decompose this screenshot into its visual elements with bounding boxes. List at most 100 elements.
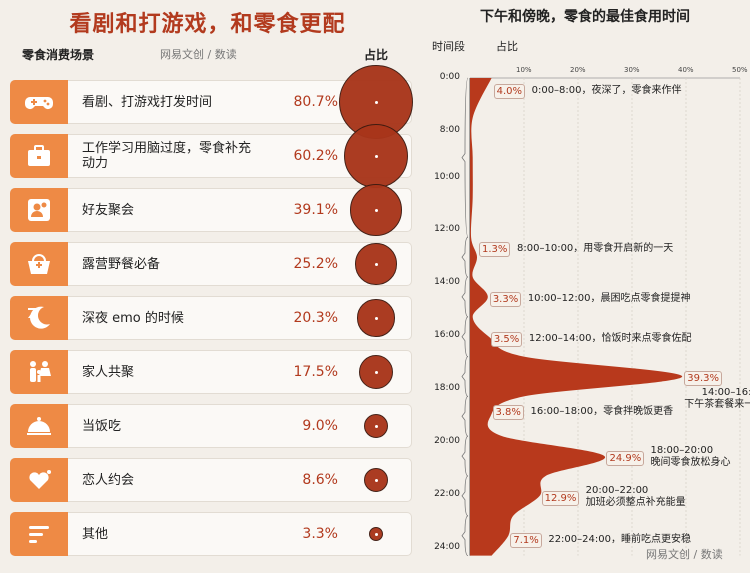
row-icon-box [10,350,68,394]
x-tick-label: 30% [624,66,640,74]
scene-row: 好友聚会 39.1% [10,188,412,232]
y-tick-label: 8:00 [439,124,460,135]
bubble-center-dot [374,316,378,320]
x-tick-label: 10% [516,66,532,74]
scene-label: 恋人约会 [82,472,135,488]
row-icon-box [10,188,68,232]
time-percent-label: 12.9% [541,490,580,506]
row-icon-box [10,458,68,502]
row-icon-box [10,296,68,340]
scene-percent: 3.3% [302,526,338,542]
share-area [470,78,683,556]
heart-hand-icon [29,470,51,489]
time-panel: 下午和傍晚，零食的最佳食用时间 时间段 占比 0:00 8:00 10:00 12:0… [420,0,750,573]
scene-percent: 9.0% [302,418,338,434]
bubble-center-dot [374,208,378,212]
family-icon [30,361,51,382]
time-column-header: 时间段 [432,40,465,53]
scene-label: 当饭吃 [82,418,122,434]
x-tick-label: 40% [678,66,694,74]
row-card [10,512,412,556]
segment-bracket [461,475,469,517]
scene-row: 其他 3.3% [10,512,412,556]
scene-percent: 60.2% [293,148,338,164]
scene-percent: 8.6% [302,472,338,488]
time-title: 下午和傍晚，零食的最佳食用时间 [480,9,690,25]
time-percent-label: 3.3% [489,291,522,307]
scene-row: 露营野餐必备 25.2% [10,242,412,286]
friends-icon [28,199,50,221]
brand-logo: 网易文创 / 数读 [160,48,237,61]
y-tick-label: 22:00 [434,489,460,500]
time-area-chart [461,77,741,556]
scene-label: 其他 [82,526,109,542]
row-icon-box [10,404,68,448]
bubble-center-dot [374,100,378,104]
moon-icon [28,306,50,329]
x-tick-label: 20% [570,66,586,74]
time-annotation-text: 14:00–16:00下午茶套餐来一个 [684,387,750,411]
scene-percent: 39.1% [293,202,338,218]
segment-bracket [461,276,469,318]
segment-bracket [461,396,469,437]
scene-label: 看剧、打游戏打发时间 [82,94,213,110]
segment-bracket [461,356,469,397]
time-annotation-text: 0:00–8:00，夜深了，零食来作伴 [531,84,682,96]
cloche-icon [27,417,51,435]
scene-row: 家人共聚 17.5% [10,350,412,394]
time-annotation-text: 18:00–20:00 晚间零食放松身心 [650,445,731,469]
segment-bracket [461,515,469,556]
gamepad-icon [25,97,53,109]
scene-label: 好友聚会 [82,202,135,218]
scene-label: 深夜 emo 的时候 [82,310,184,326]
y-tick-label: 20:00 [434,436,460,447]
time-percent-label: 3.8% [492,405,524,421]
scene-label: 工作学习用脑过度，零食补充动力 [82,141,252,171]
segment-bracket [461,316,469,357]
scene-column-header: 零食消费场景 [22,48,95,62]
bubble-center-dot [374,424,378,428]
row-card [10,188,412,232]
bubble-center-dot [374,532,378,536]
time-annotation-text: 22:00–24:00，睡前吃点更安稳 [548,533,691,545]
row-card [10,242,412,286]
time-annotation-text: 10:00–12:00，晨困吃点零食提提神 [527,292,691,304]
time-percent-label: 7.1% [510,532,542,548]
time-annotation-text: 8:00–10:00，用零食开启新的一天 [517,243,674,255]
x-tick-label: 50% [732,66,748,74]
row-card [10,458,412,502]
time-percent-label: 24.9% [606,451,645,467]
scene-percent: 25.2% [293,256,338,272]
time-percent-label: 1.3% [479,242,511,258]
time-percent-label: 3.5% [490,331,523,347]
row-icon-box [10,80,68,124]
time-annotation-text: 16:00–18:00，零食拌晚饭更香 [530,406,674,418]
scene-row: 当饭吃 9.0% [10,404,412,448]
share-column-header: 占比 [364,48,389,62]
scene-row: 恋人约会 8.6% [10,458,412,502]
segment-bracket [461,236,469,278]
picnic-basket-icon [28,254,50,274]
time-annotation-text: 20:00–22:00 加班必须整点补充能量 [585,484,686,508]
scene-percent: 17.5% [293,364,338,380]
y-tick-label: 10:00 [434,171,460,182]
segment-bracket [461,77,469,238]
scene-row: 深夜 emo 的时候 20.3% [10,296,412,340]
y-tick-label: 18:00 [434,383,460,394]
time-share-header: 占比 [496,40,518,53]
scene-panel: 看剧和打游戏，和零食更配 零食消费场景 网易文创 / 数读 占比 看剧、打游戏打… [10,12,413,556]
scene-percent: 20.3% [293,310,338,326]
brand-logo-right: 网易文创 / 数读 [646,548,723,561]
row-icon-box [10,512,68,556]
row-card [10,404,412,448]
time-percent-label: 4.0% [493,83,525,99]
row-card [10,350,412,394]
y-tick-label: 24:00 [434,542,460,553]
scene-label: 露营野餐必备 [82,256,161,272]
bubble-center-dot [374,478,378,482]
time-percent-label: 39.3% [684,371,722,387]
row-card [10,296,412,340]
y-tick-label: 16:00 [434,330,460,341]
bubble-center-dot [374,370,378,374]
y-tick-label: 0:00 [439,72,460,82]
